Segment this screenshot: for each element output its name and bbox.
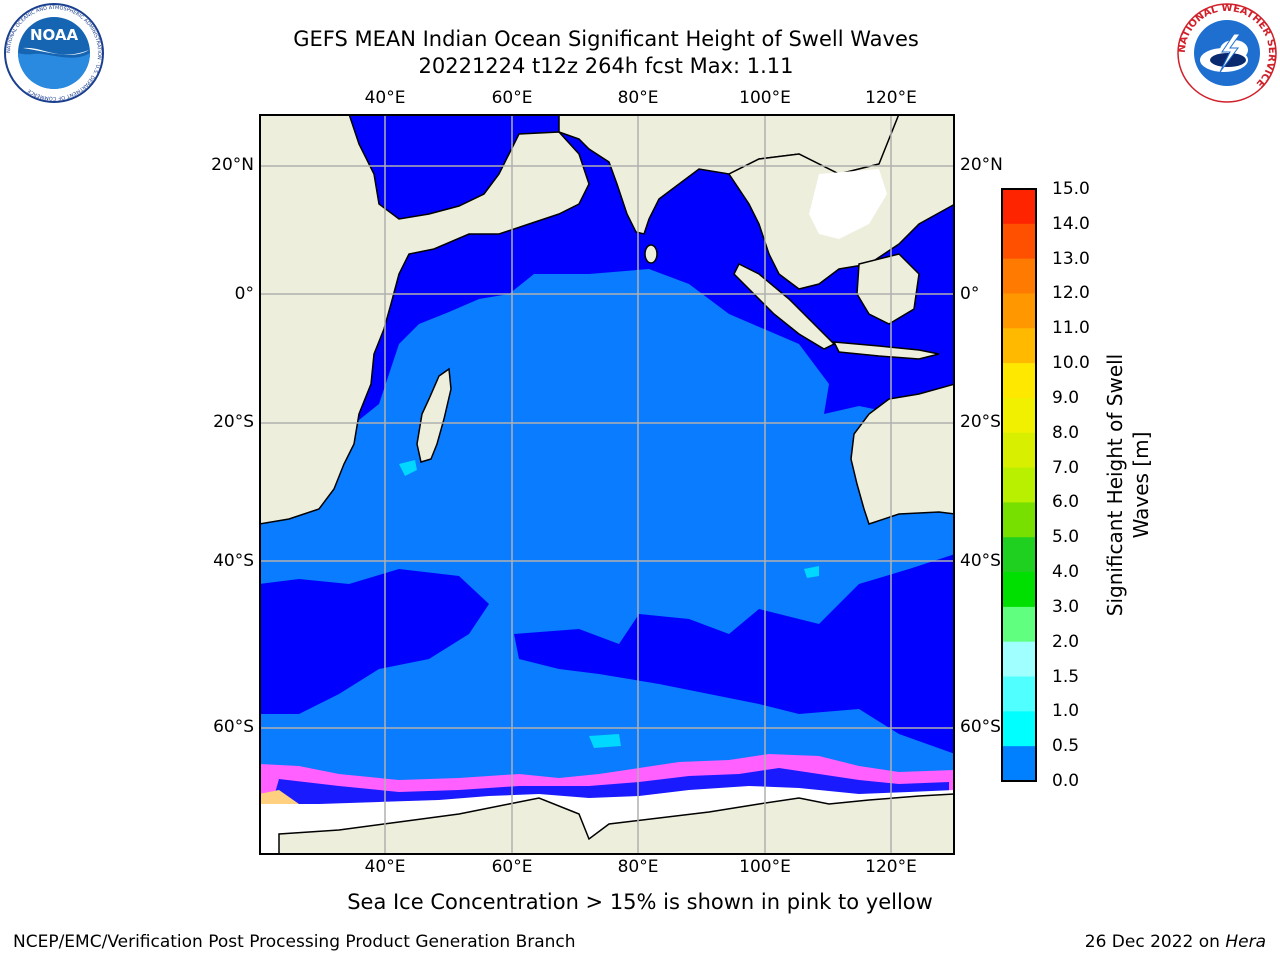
ocean-low-south-west — [260, 569, 489, 714]
colorbar-band — [1002, 572, 1036, 608]
swell-patch-madagascar — [399, 460, 417, 476]
lon-label-bottom-100e: 100°E — [739, 857, 791, 877]
colorbar-tick-label: 14.0 — [1052, 213, 1090, 234]
land-africa — [260, 115, 590, 525]
lat-label-right-40s: 40°S — [960, 551, 1001, 571]
sea-ice-footnote: Sea Ice Concentration > 15% is shown in … — [347, 890, 933, 914]
colorbar-tick-label: 10.0 — [1052, 353, 1090, 374]
date-stamp: 26 Dec 2022 on Hera — [1085, 932, 1266, 952]
date-text: 26 Dec 2022 on — [1084, 932, 1226, 952]
map-frame — [259, 114, 955, 855]
colorbar-tick-label: 2.0 — [1052, 631, 1080, 652]
host-name: Hera — [1225, 932, 1266, 952]
colorbar-band — [1002, 746, 1036, 782]
colorbar-title: Significant Height of Swell Waves [m] — [1102, 354, 1154, 616]
colorbar-title-line2: Waves [m] — [1129, 431, 1153, 539]
colorbar-band — [1002, 502, 1036, 538]
ocean-low-south-center — [514, 554, 954, 754]
lat-label-left-60s: 60°S — [213, 717, 254, 737]
colorbar-band — [1002, 293, 1036, 329]
chart-title: GEFS MEAN Indian Ocean Significant Heigh… — [293, 27, 919, 51]
lon-label-top-100e: 100°E — [739, 88, 791, 108]
lon-label-bottom-60e: 60°E — [491, 857, 533, 877]
swell-patch-central — [804, 566, 819, 578]
colorbar-tick-label: 11.0 — [1052, 318, 1090, 339]
land-antarctica — [278, 793, 954, 854]
colorbar-tick-label: 0.0 — [1052, 771, 1080, 791]
lon-label-top-80e: 80°E — [617, 88, 659, 108]
colorbar-band — [1002, 537, 1036, 573]
colorbar-band — [1002, 467, 1036, 503]
colorbar-tick-label: 6.0 — [1052, 492, 1080, 513]
colorbar-band — [1002, 676, 1036, 712]
land-australia — [850, 383, 954, 525]
land-borneo — [856, 253, 920, 325]
chart-subtitle: 20221224 t12z 264h fcst Max: 1.11 — [418, 54, 794, 78]
colorbar-band — [1002, 606, 1036, 643]
colorbar-tick-label: 4.0 — [1052, 562, 1080, 583]
land-sumatra — [733, 262, 836, 350]
colorbar — [1001, 188, 1037, 782]
colorbar-band — [1002, 223, 1036, 260]
no-data-south-china-sea — [809, 169, 887, 239]
lon-label-bottom-120e: 120°E — [865, 857, 917, 877]
colorbar-tick-label: 12.0 — [1052, 283, 1090, 304]
lat-label-left-40s: 40°S — [213, 551, 254, 571]
colorbar-tick-label: 3.0 — [1052, 596, 1080, 617]
colorbar-tick-label: 7.0 — [1052, 457, 1080, 478]
colorbar-tick-label: 1.0 — [1052, 701, 1080, 722]
colorbar-band — [1002, 397, 1036, 434]
colorbar-band — [1002, 363, 1036, 399]
colorbar-band — [1002, 641, 1036, 678]
lon-label-top-60e: 60°E — [491, 88, 533, 108]
lon-label-top-40e: 40°E — [364, 88, 406, 108]
colorbar-frame — [1001, 188, 1037, 782]
noaa-text: NOAA — [30, 26, 79, 44]
colorbar-band — [1002, 432, 1036, 469]
colorbar-band — [1002, 328, 1036, 364]
lat-label-left-20s: 20°S — [213, 412, 254, 432]
colorbar-band — [1002, 258, 1036, 294]
land-madagascar — [416, 367, 452, 463]
lat-label-left-20n: 20°N — [211, 155, 254, 175]
graticule — [260, 115, 954, 854]
lon-label-top-120e: 120°E — [865, 88, 917, 108]
lat-label-right-0: 0° — [960, 284, 980, 304]
colorbar-tick-label: 5.0 — [1052, 527, 1080, 548]
colorbar-tick-label: 13.0 — [1052, 248, 1090, 269]
colorbar-band — [1002, 711, 1036, 747]
lon-label-bottom-80e: 80°E — [617, 857, 659, 877]
colorbar-title-line1: Significant Height of Swell — [1103, 353, 1127, 617]
colorbar-tick-label: 0.5 — [1052, 736, 1080, 757]
colorbar-band — [1002, 189, 1036, 225]
lat-label-right-20s: 20°S — [960, 412, 1001, 432]
colorbar-tick-label: 8.0 — [1052, 422, 1080, 443]
land-sri-lanka — [644, 244, 658, 264]
credit-text: NCEP/EMC/Verification Post Processing Pr… — [13, 932, 576, 952]
map-panel — [259, 114, 955, 855]
lon-label-bottom-40e: 40°E — [364, 857, 406, 877]
colorbar-tick-label: 9.0 — [1052, 387, 1080, 408]
swell-patch-south — [589, 734, 621, 748]
land-java — [832, 341, 940, 360]
colorbar-tick-label: 1.5 — [1052, 666, 1080, 687]
lat-label-left-0: 0° — [234, 284, 254, 304]
nws-logo: NATIONAL WEATHER SERVICE — [1177, 3, 1277, 103]
lat-label-right-20n: 20°N — [960, 155, 1003, 175]
colorbar-tick-label: 15.0 — [1052, 179, 1090, 199]
lat-label-right-60s: 60°S — [960, 717, 1001, 737]
noaa-logo: NATIONAL OCEANIC AND ATMOSPHERIC ADMINIS… — [4, 3, 104, 103]
